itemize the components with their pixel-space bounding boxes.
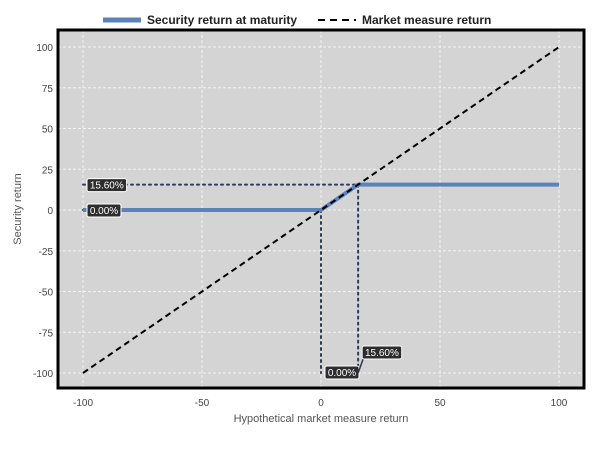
x-tick-label: -100	[73, 398, 93, 409]
callout-leader	[357, 358, 364, 374]
x-tick-label: 50	[434, 398, 446, 409]
legend-label-market-measure-return: Market measure return	[362, 13, 491, 27]
y-tick-label: -100	[33, 369, 53, 380]
callout-box	[86, 203, 122, 218]
y-tick-label: 50	[42, 125, 54, 136]
callout-y-0-00: 0.00%	[86, 203, 122, 218]
plot-border	[56, 28, 586, 390]
callout-box	[86, 178, 128, 193]
callout-x-0-00: 0.00%	[324, 365, 360, 380]
y-tick-label: 100	[36, 43, 53, 54]
x-tick-label: 0	[318, 398, 324, 409]
y-tick-label: 0	[47, 206, 53, 217]
callout-x-15-60: 15.60%	[357, 345, 403, 374]
x-tick-label: 100	[551, 398, 568, 409]
y-tick-label: -25	[39, 247, 54, 258]
callout-label: 0.00%	[90, 206, 118, 217]
y-tick-label: -75	[39, 328, 54, 339]
series-group	[82, 46, 560, 374]
callout-label: 0.00%	[328, 368, 356, 379]
y-axis-title: Security return	[12, 173, 24, 245]
callout-box	[361, 345, 403, 360]
y-tick-label: 25	[42, 165, 54, 176]
legend: Security return at maturity Market measur…	[103, 13, 491, 27]
callout-y-15-60: 15.60%	[86, 178, 128, 193]
callouts: 15.60% 0.00% 0.00% 15.60%	[86, 178, 403, 380]
callout-label: 15.60%	[365, 348, 399, 359]
x-tick-label: -50	[195, 398, 210, 409]
series-line-market-measure-return	[82, 46, 560, 374]
y-tick-label: -50	[39, 288, 54, 299]
legend-label-security-return: Security return at maturity	[147, 13, 297, 27]
tick-labels: -100 -50 0 50 100 100 75 50 25 0 -25 -50 -75 -100	[33, 43, 568, 409]
callout-label: 15.60%	[90, 181, 124, 192]
x-axis-title: Hypothetical market measure return	[234, 413, 409, 425]
y-tick-label: 75	[42, 84, 54, 95]
